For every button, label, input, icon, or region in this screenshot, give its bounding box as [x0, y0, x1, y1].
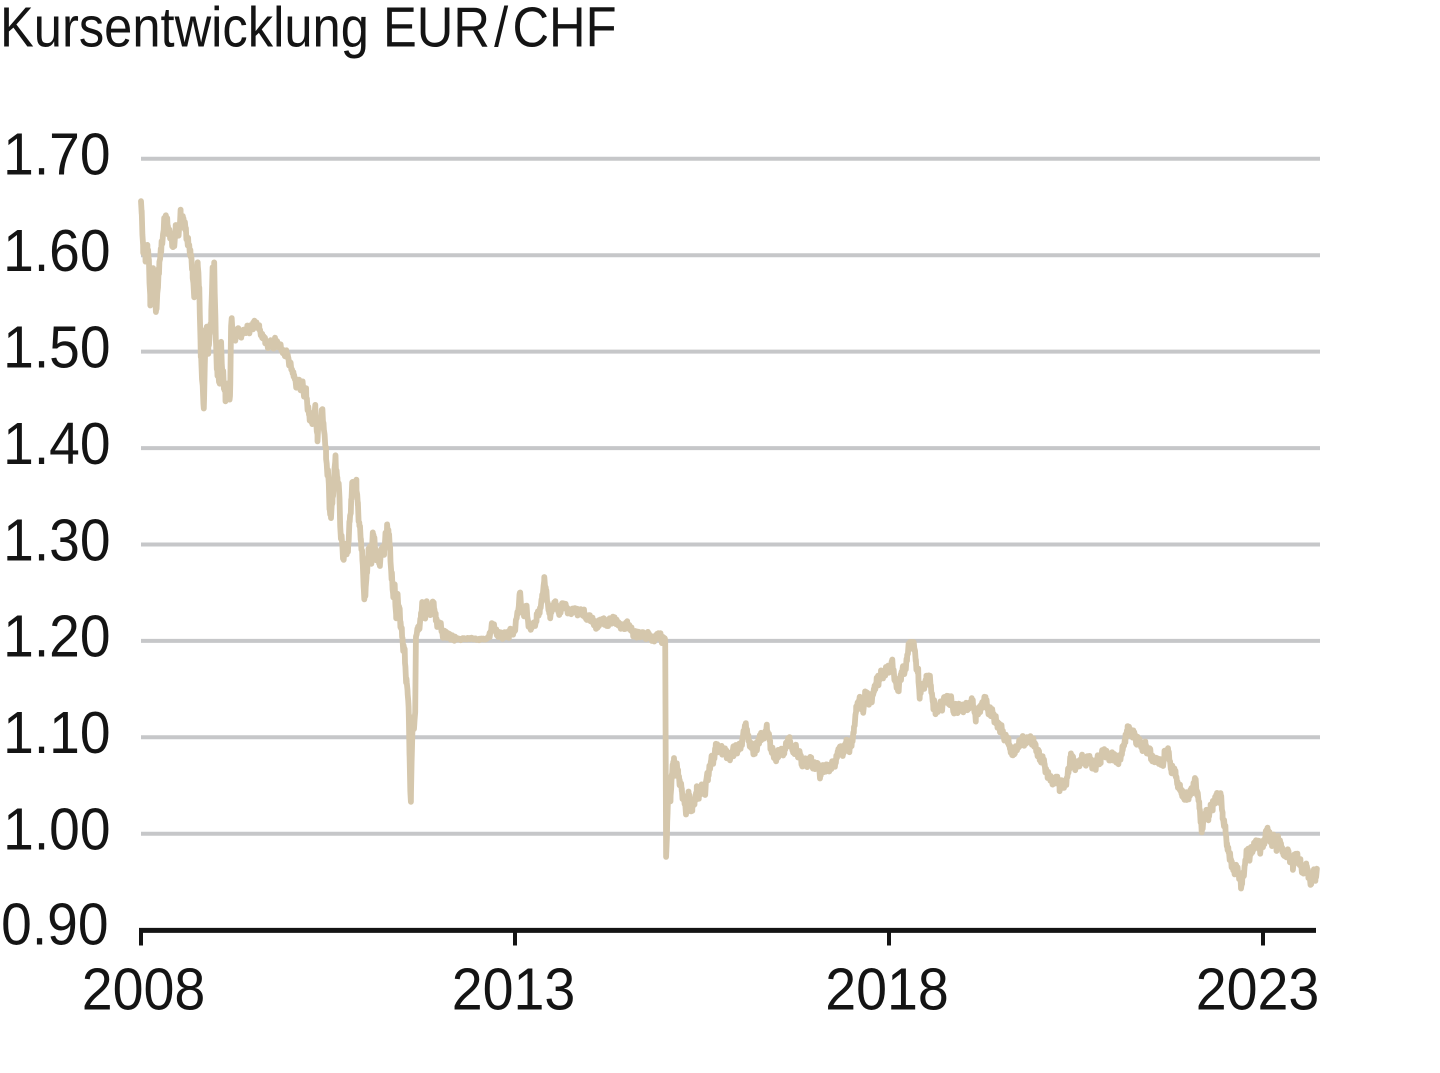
- svg-text:Kursentwicklung EUR / CHF: Kursentwicklung EUR / CHF: [0, 0, 617, 59]
- svg-text:1.60: 1.60: [3, 218, 110, 284]
- svg-text:2023: 2023: [1196, 957, 1320, 1023]
- svg-text:1.10: 1.10: [3, 700, 110, 766]
- svg-text:0.90: 0.90: [1, 892, 108, 958]
- svg-text:1.40: 1.40: [3, 411, 110, 477]
- svg-text:1.50: 1.50: [3, 315, 110, 381]
- svg-text:2018: 2018: [825, 957, 949, 1023]
- svg-text:1.70: 1.70: [3, 122, 110, 188]
- svg-text:2013: 2013: [452, 957, 576, 1023]
- svg-text:1.30: 1.30: [3, 507, 110, 573]
- svg-text:2008: 2008: [82, 957, 206, 1023]
- svg-text:1.00: 1.00: [3, 797, 110, 863]
- svg-text:1.20: 1.20: [3, 604, 110, 670]
